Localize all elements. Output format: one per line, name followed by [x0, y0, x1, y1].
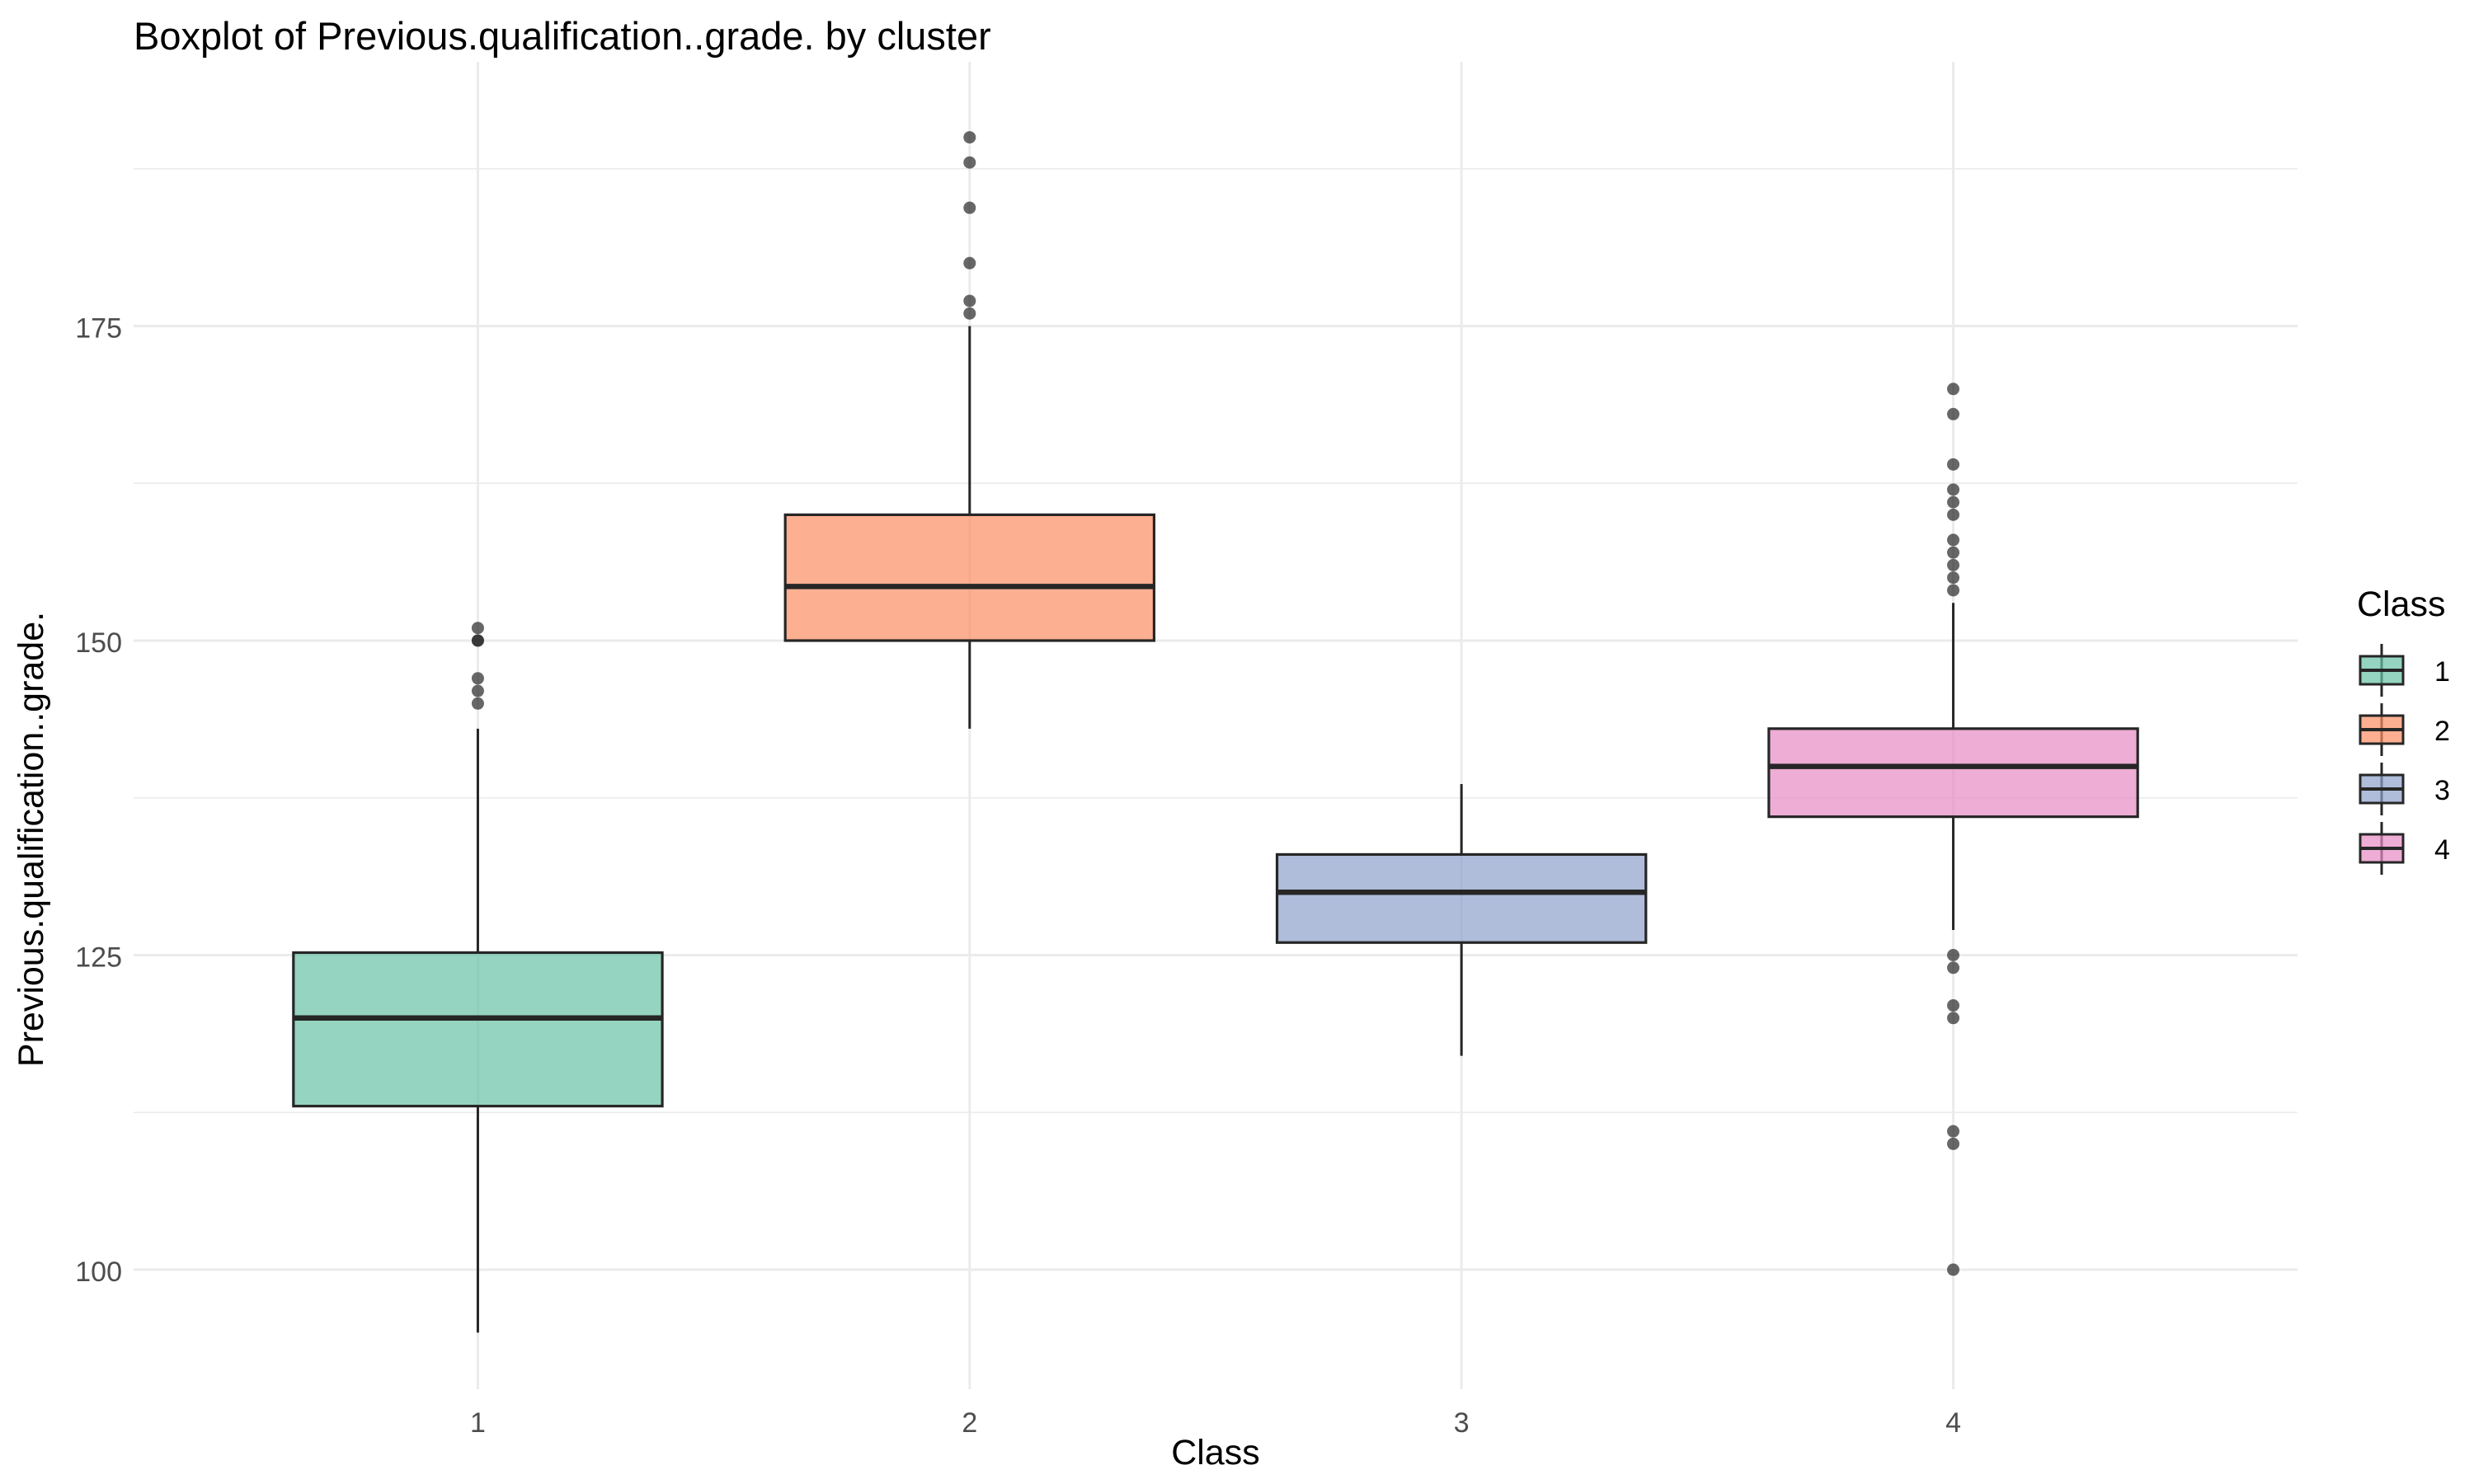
outlier-point: [963, 307, 976, 320]
x-tick-label: 3: [1454, 1407, 1470, 1439]
outlier-point: [471, 634, 484, 647]
outlier-point: [1947, 407, 1960, 420]
outlier-point: [1947, 383, 1960, 396]
y-tick-label: 100: [75, 1256, 122, 1288]
outlier-point: [963, 294, 976, 308]
y-axis-title: Previous.qualification..grade.: [12, 612, 51, 1067]
legend-label: 1: [2434, 656, 2450, 688]
legend-title: Class: [2357, 585, 2446, 624]
y-tick-label: 150: [75, 627, 122, 659]
outlier-point: [1947, 1012, 1960, 1025]
y-tick-label: 175: [75, 312, 122, 344]
outlier-point: [1947, 483, 1960, 496]
outlier-point: [963, 256, 976, 270]
outlier-point: [1947, 999, 1960, 1012]
outlier-point: [471, 672, 484, 685]
legend-key-4: 4: [2359, 822, 2450, 875]
outlier-point: [471, 622, 484, 635]
outlier-point: [471, 684, 484, 697]
box-plots: [292, 131, 2139, 1333]
outlier-point: [1947, 546, 1960, 559]
legend-key-2: 2: [2359, 703, 2450, 756]
legend-label: 4: [2434, 834, 2450, 866]
x-tick-label: 1: [470, 1407, 486, 1439]
outlier-point: [1947, 533, 1960, 547]
legend: Class 1 2 3 4: [2357, 585, 2450, 875]
x-tick-label: 2: [962, 1407, 977, 1439]
outlier-point: [1947, 495, 1960, 509]
axis-tick-labels: 100 125 150 175 1 2 3 4: [75, 312, 1961, 1439]
legend-label: 2: [2434, 716, 2450, 747]
box: [783, 513, 1156, 642]
outlier-point: [963, 201, 976, 214]
outlier-point: [1947, 584, 1960, 597]
box: [292, 951, 664, 1108]
outlier-point: [963, 131, 976, 144]
outlier-point: [1947, 949, 1960, 962]
box: [1767, 727, 2139, 819]
outlier-point: [1947, 558, 1960, 571]
legend-key-3: 3: [2359, 763, 2450, 815]
outlier-point: [471, 697, 484, 710]
outlier-point: [1947, 1263, 1960, 1276]
outlier-point: [1947, 458, 1960, 471]
outlier-point: [1947, 571, 1960, 585]
outlier-point: [1947, 1125, 1960, 1138]
outlier-point: [1947, 1137, 1960, 1150]
box-group-3: [1275, 783, 1648, 1056]
box: [1275, 852, 1648, 944]
grid-lines: [134, 62, 2298, 1389]
box-group-2: [783, 131, 1156, 729]
legend-label: 3: [2434, 775, 2450, 806]
box-group-4: [1767, 383, 2139, 1276]
outlier-point: [1947, 961, 1960, 974]
outlier-point: [1947, 508, 1960, 521]
legend-key-1: 1: [2359, 644, 2450, 697]
y-tick-label: 125: [75, 942, 122, 974]
chart-title: Boxplot of Previous.qualification..grade…: [134, 14, 991, 58]
legend-items: 1 2 3 4: [2359, 644, 2450, 875]
outlier-point: [963, 156, 976, 169]
x-axis-title: Class: [1171, 1433, 1260, 1472]
x-tick-label: 4: [1945, 1407, 1961, 1439]
box-group-1: [292, 622, 664, 1333]
